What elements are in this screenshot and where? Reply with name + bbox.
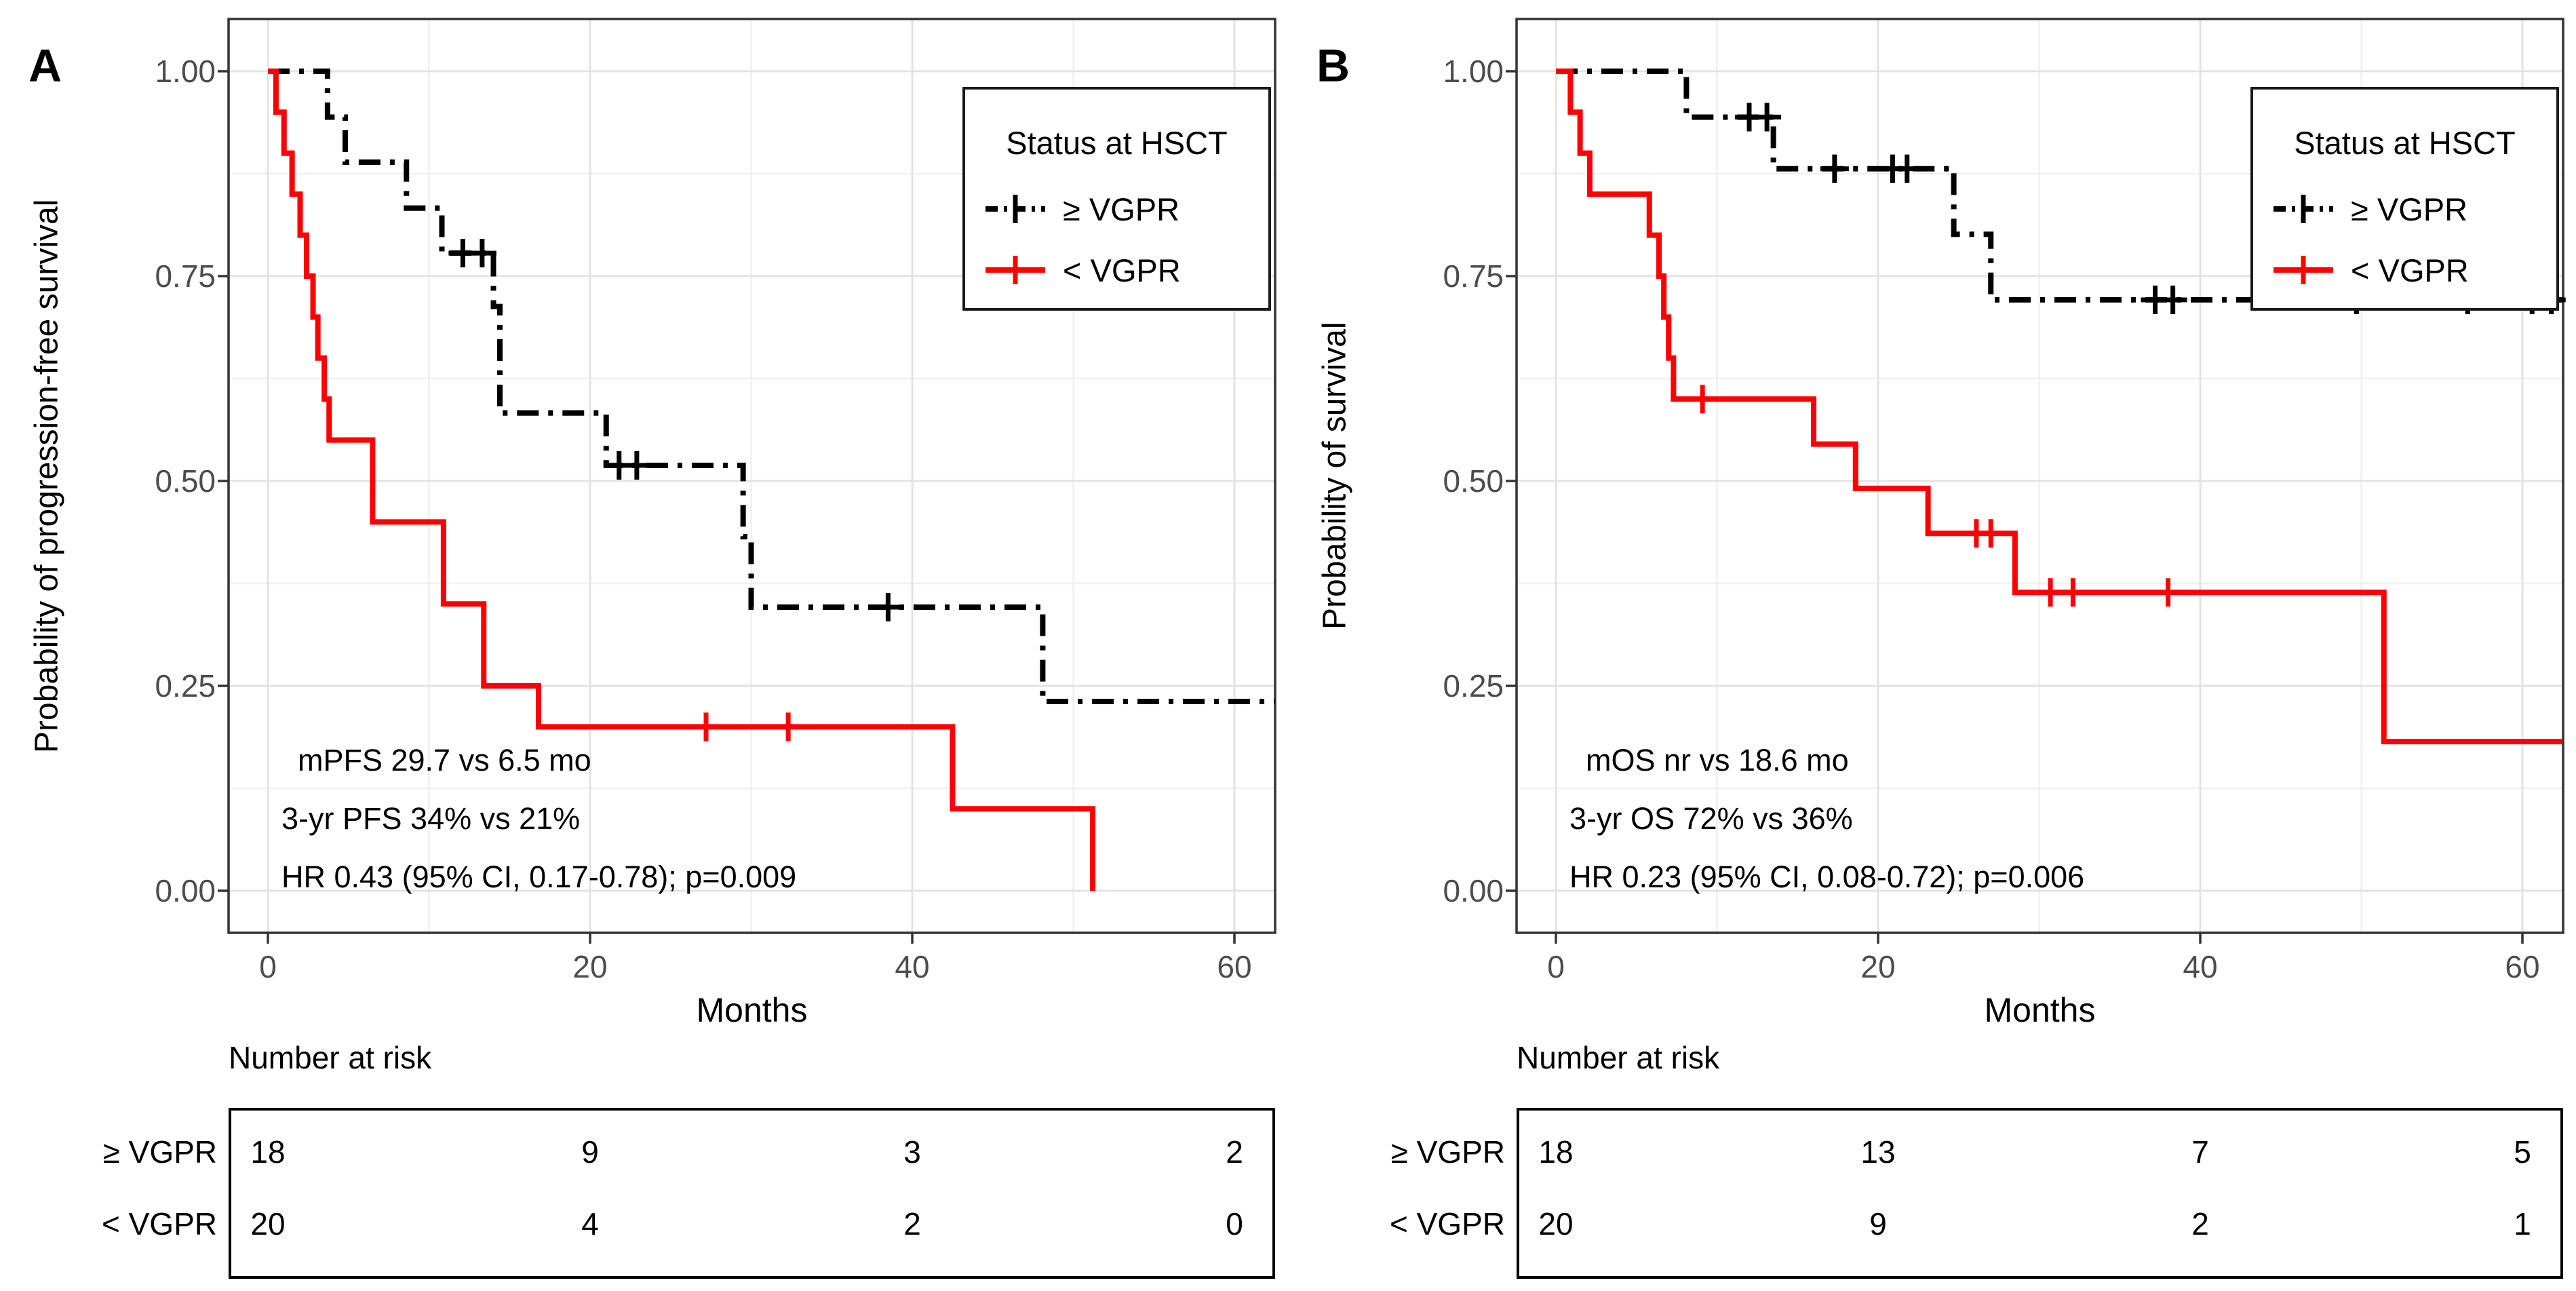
y-axis-title: Probability of progression-free survival bbox=[28, 199, 65, 753]
risk-count: 13 bbox=[1860, 1134, 1896, 1170]
x-tick-label: 20 bbox=[1860, 949, 1896, 984]
risk-count: 20 bbox=[250, 1206, 286, 1241]
legend-title: Status at HSCT bbox=[2294, 125, 2516, 161]
x-tick-label: 0 bbox=[1547, 949, 1565, 984]
x-tick-label: 0 bbox=[259, 949, 277, 984]
legend-item-lt-vgpr: < VGPR bbox=[981, 251, 1181, 289]
panel-letter: A bbox=[28, 40, 62, 92]
y-tick-label: 0.00 bbox=[1443, 873, 1504, 908]
x-tick-label: 40 bbox=[895, 949, 930, 984]
plot-border bbox=[1515, 18, 2564, 934]
y-tick-label: 0.75 bbox=[155, 258, 216, 294]
y-tick-label: 0.25 bbox=[155, 668, 216, 704]
risk-count: 2 bbox=[2191, 1206, 2209, 1241]
panel-os: B Probability of survival 1.00 0.75 0.50… bbox=[1288, 0, 2576, 1291]
panel-letter: B bbox=[1316, 40, 1350, 92]
km-curve-series-1 bbox=[268, 69, 1095, 891]
y-tick-label: 1.00 bbox=[1443, 54, 1504, 89]
y-axis-title: Probability of survival bbox=[1316, 322, 1353, 630]
legend-box: Status at HSCT ≥ VGPR < VGPR bbox=[962, 87, 1271, 311]
x-axis-title: Months bbox=[696, 991, 808, 1029]
y-tick-label: 0.00 bbox=[155, 873, 216, 908]
y-tick-label: 0.75 bbox=[1443, 258, 1504, 294]
legend-box: Status at HSCT ≥ VGPR < VGPR bbox=[2250, 87, 2559, 311]
x-tick-label: 60 bbox=[2505, 949, 2540, 984]
risk-count: 9 bbox=[581, 1134, 599, 1170]
legend-key-line-icon bbox=[985, 195, 1045, 223]
risk-table-title: Number at risk bbox=[1517, 1040, 1720, 1075]
panel-pfs: A Probability of progression-free surviv… bbox=[28, 18, 1276, 1279]
risk-count: 20 bbox=[1538, 1206, 1574, 1241]
risk-count: 18 bbox=[250, 1134, 286, 1170]
km-plot-os bbox=[1506, 18, 2566, 944]
legend-key-line-icon bbox=[2273, 256, 2333, 284]
y-tick-label: 1.00 bbox=[155, 54, 216, 89]
risk-count: 3 bbox=[903, 1134, 921, 1170]
risk-row-label: ≥ VGPR bbox=[102, 1134, 217, 1170]
x-tick-label: 60 bbox=[1217, 949, 1252, 984]
stats-annotation: mOS nr vs 18.6 mo 3-yr OS 72% vs 36% HR … bbox=[1569, 731, 2084, 906]
x-tick-label: 20 bbox=[572, 949, 608, 984]
risk-count: 18 bbox=[1538, 1134, 1574, 1170]
y-tick-label: 0.50 bbox=[1443, 463, 1504, 499]
risk-row-label: < VGPR bbox=[1389, 1206, 1505, 1241]
risk-row-label: ≥ VGPR bbox=[1390, 1134, 1505, 1170]
km-curve-series-0 bbox=[268, 69, 1275, 704]
legend-item-label: < VGPR bbox=[1063, 252, 1181, 288]
median-stat: mPFS 29.7 vs 6.5 mo bbox=[298, 743, 591, 777]
legend-key-line-icon bbox=[2273, 195, 2333, 223]
x-tick-label: 40 bbox=[2183, 949, 2218, 984]
3yr-stat: 3-yr PFS 34% vs 21% bbox=[281, 801, 581, 836]
risk-count: 9 bbox=[1869, 1206, 1887, 1241]
legend-key-line-icon bbox=[985, 256, 1045, 284]
legend-item-ge-vgpr: ≥ VGPR bbox=[981, 190, 1179, 228]
risk-table-box bbox=[1517, 1108, 2563, 1279]
legend-item-lt-vgpr: < VGPR bbox=[2269, 251, 2469, 289]
risk-count: 0 bbox=[1226, 1206, 1243, 1241]
legend-item-label: ≥ VGPR bbox=[1063, 191, 1180, 227]
risk-table-box bbox=[229, 1108, 1275, 1279]
median-stat: mOS nr vs 18.6 mo bbox=[1586, 743, 1849, 777]
hr-stat: HR 0.23 (95% CI, 0.08-0.72); p=0.006 bbox=[1569, 860, 2085, 894]
hr-stat: HR 0.43 (95% CI, 0.17-0.78); p=0.009 bbox=[281, 860, 797, 894]
y-tick-label: 0.50 bbox=[155, 463, 216, 499]
risk-count: 5 bbox=[2514, 1134, 2531, 1170]
legend-item-label: ≥ VGPR bbox=[2351, 191, 2468, 227]
stats-annotation: mPFS 29.7 vs 6.5 mo 3-yr PFS 34% vs 21% … bbox=[281, 731, 796, 906]
x-axis-title: Months bbox=[1984, 991, 2096, 1029]
plot-border bbox=[227, 18, 1276, 934]
legend-item-ge-vgpr: ≥ VGPR bbox=[2269, 190, 2467, 228]
risk-count: 7 bbox=[2191, 1134, 2209, 1170]
risk-count: 1 bbox=[2514, 1206, 2531, 1241]
3yr-stat: 3-yr OS 72% vs 36% bbox=[1569, 801, 1853, 836]
risk-count: 2 bbox=[903, 1206, 921, 1241]
legend-item-label: < VGPR bbox=[2351, 252, 2469, 288]
risk-row-label: < VGPR bbox=[101, 1206, 217, 1241]
legend-title: Status at HSCT bbox=[1006, 125, 1228, 161]
km-curve-series-0 bbox=[1556, 69, 2563, 303]
y-tick-label: 0.25 bbox=[1443, 668, 1504, 704]
risk-count: 2 bbox=[1226, 1134, 1243, 1170]
risk-count: 4 bbox=[581, 1206, 599, 1241]
risk-table-title: Number at risk bbox=[229, 1040, 432, 1075]
